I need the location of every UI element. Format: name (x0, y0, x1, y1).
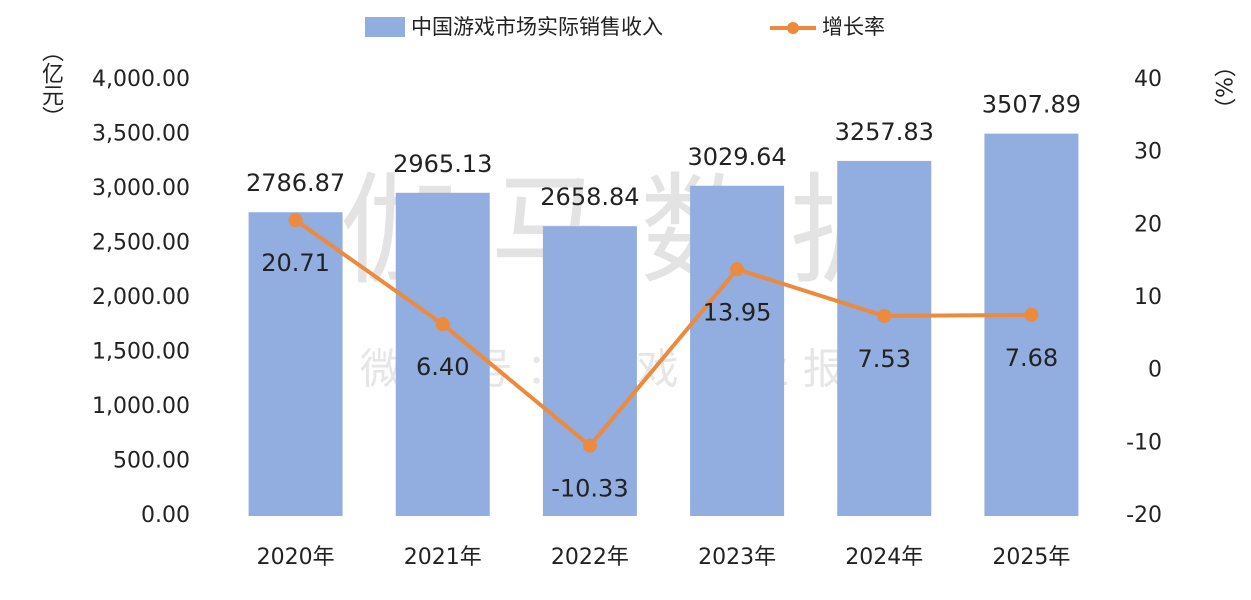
bar (690, 185, 785, 517)
line-value-label: 20.71 (261, 249, 330, 277)
y2-tick-label: 20 (1134, 212, 1162, 237)
y-tick-label: 1,500.00 (92, 340, 190, 365)
line-point (1024, 307, 1039, 322)
x-tick-label: 2023年 (698, 545, 776, 570)
bar (837, 160, 932, 516)
x-tick-label: 2022年 (551, 545, 629, 570)
line-point (730, 262, 745, 277)
y2-axis-label: （%） (1210, 55, 1236, 120)
y-axis-label: （亿元） (38, 40, 64, 128)
line-value-label: 7.53 (858, 345, 911, 373)
line-point (435, 317, 450, 332)
x-tick-label: 2024年 (845, 545, 923, 570)
legend-swatch (365, 17, 405, 37)
y2-tick-label: 0 (1148, 358, 1162, 383)
y-tick-label: 2,000.00 (92, 285, 190, 310)
bar-value-label: 3029.64 (687, 143, 786, 171)
y-tick-label: 4,000.00 (92, 67, 190, 92)
y2-tick-label: -20 (1126, 503, 1162, 528)
y-tick-label: 0.00 (141, 503, 190, 528)
y-tick-label: 500.00 (113, 449, 190, 474)
line-value-label: -10.33 (551, 475, 628, 503)
line-point (288, 213, 303, 228)
legend-label: 增长率 (822, 15, 885, 39)
y2-tick-label: 30 (1134, 140, 1162, 165)
x-tick-label: 2020年 (257, 545, 335, 570)
line (294, 218, 1032, 449)
bar-value-label: 3507.89 (982, 91, 1081, 119)
bar-value-label: 2786.87 (246, 169, 345, 197)
y-tick-label: 3,000.00 (92, 176, 190, 201)
y-tick-label: 3,500.00 (92, 122, 190, 147)
bar (984, 133, 1079, 516)
bar (248, 212, 343, 516)
line-value-label: 7.68 (1005, 344, 1058, 372)
y-tick-label: 1,000.00 (92, 394, 190, 419)
y2-tick-label: 40 (1134, 67, 1162, 92)
line-point (877, 308, 892, 323)
x-tick-label: 2025年 (992, 545, 1070, 570)
bar (395, 192, 490, 516)
y2-tick-label: 10 (1134, 285, 1162, 310)
line-point (582, 438, 597, 453)
y2-tick-label: -10 (1126, 430, 1162, 455)
bar (542, 226, 637, 516)
line-value-label: 13.95 (703, 298, 772, 326)
legend-marker (787, 22, 799, 34)
x-tick-label: 2021年 (404, 545, 482, 570)
legend-label: 中国游戏市场实际销售收入 (411, 15, 663, 39)
bar-value-label: 2658.84 (540, 183, 639, 211)
bar-value-label: 2965.13 (393, 150, 492, 178)
y-tick-label: 2,500.00 (92, 231, 190, 256)
bar-value-label: 3257.83 (835, 118, 934, 146)
line-value-label: 6.40 (416, 353, 469, 381)
